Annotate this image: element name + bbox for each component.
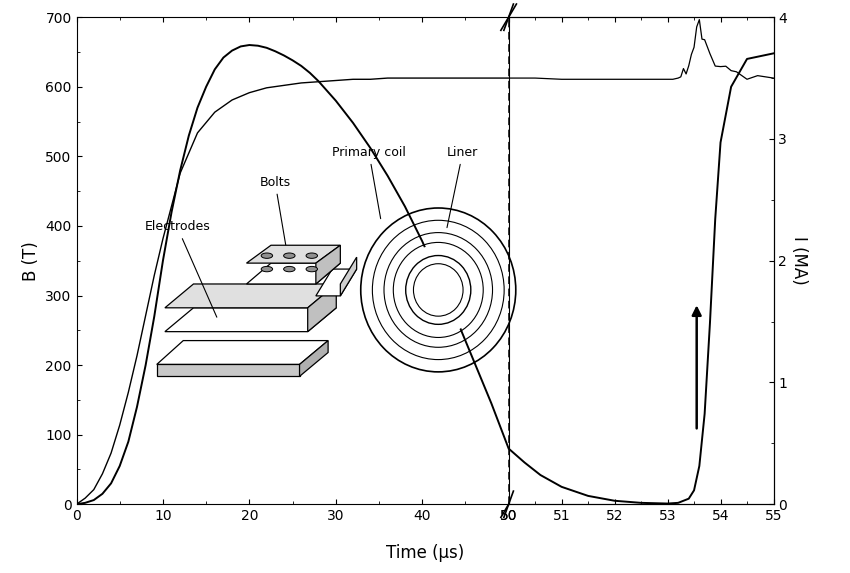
Polygon shape [340, 257, 357, 296]
Y-axis label: I (MA): I (MA) [790, 236, 808, 285]
Polygon shape [165, 308, 337, 332]
Ellipse shape [306, 266, 318, 272]
Ellipse shape [261, 253, 273, 258]
Text: Primary coil: Primary coil [332, 146, 405, 219]
Text: Electrodes: Electrodes [144, 221, 217, 317]
Polygon shape [165, 284, 337, 308]
Polygon shape [246, 245, 340, 263]
Polygon shape [316, 245, 340, 284]
Polygon shape [308, 284, 337, 332]
Y-axis label: B (T): B (T) [22, 241, 40, 281]
Text: Bolts: Bolts [259, 176, 291, 252]
Text: Liner: Liner [447, 146, 479, 227]
Polygon shape [156, 364, 299, 376]
Ellipse shape [284, 253, 295, 258]
Text: Time (μs): Time (μs) [386, 544, 464, 562]
Polygon shape [316, 269, 357, 296]
Ellipse shape [306, 253, 318, 258]
Polygon shape [156, 340, 328, 364]
Ellipse shape [261, 266, 273, 272]
Ellipse shape [413, 264, 463, 316]
Ellipse shape [284, 266, 295, 272]
Ellipse shape [405, 256, 471, 324]
Ellipse shape [395, 245, 481, 335]
Polygon shape [246, 263, 340, 284]
Polygon shape [299, 340, 328, 376]
